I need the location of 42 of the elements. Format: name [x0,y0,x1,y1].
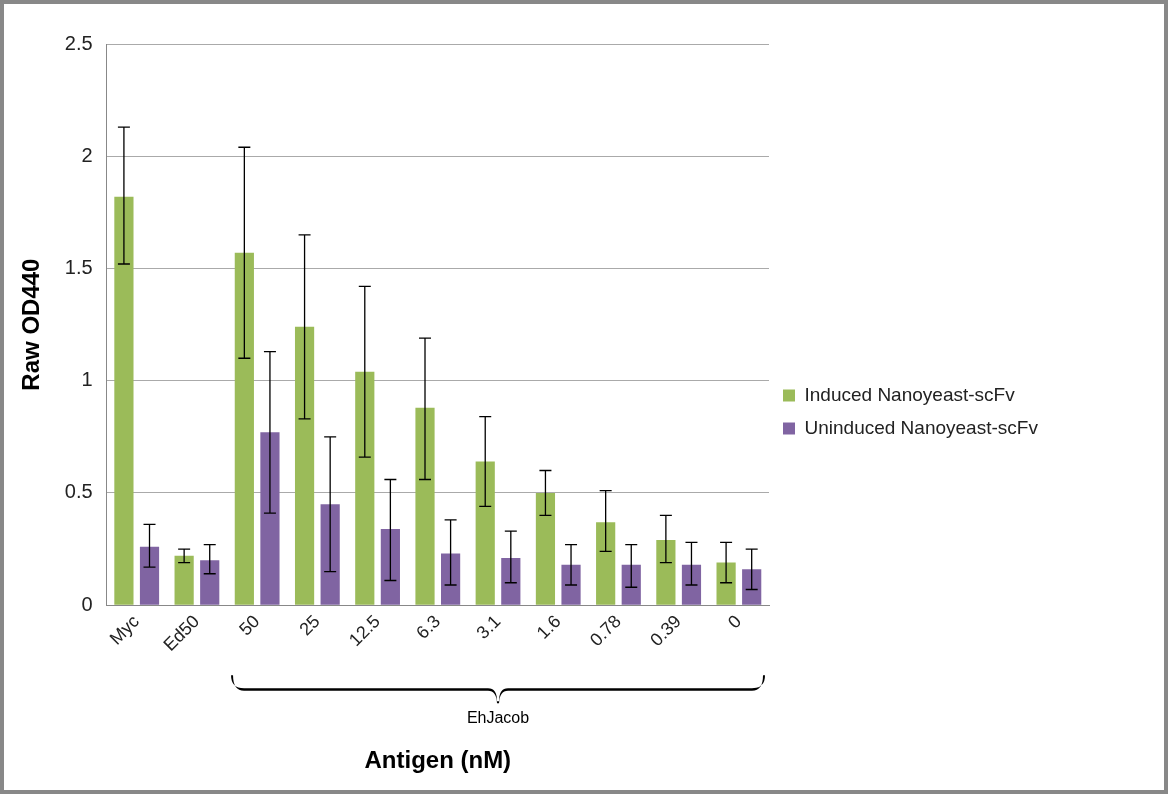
y-tick-label: 2.5 [64,31,93,54]
x-tick-label: 50 [235,611,264,640]
y-tick-label: 1 [81,368,93,391]
bar [475,461,495,605]
x-axis-title: Antigen (nM) [364,746,512,774]
legend-label: Uninduced Nanoyeast-scFv [804,416,1039,438]
bar [441,553,461,605]
bar [742,569,762,605]
x-tick-label: 0.78 [585,611,625,650]
y-tick-label: 0.5 [64,480,93,503]
bar [501,558,521,605]
bar [621,564,641,605]
y-tick-label: 1.5 [64,256,93,278]
bar [681,564,702,605]
x-tick-label: 0 [724,611,746,633]
x-tick-label: 1.6 [532,611,565,643]
bar [200,560,220,605]
y-tick-label: 0 [81,592,93,615]
x-tick-label: 3.1 [472,611,505,643]
bar [415,407,435,605]
bar [234,252,254,605]
bar [320,504,340,605]
x-tick-label: 25 [295,611,324,640]
bar [114,196,134,605]
bar [656,540,676,605]
bar [260,432,280,605]
bar [139,546,160,605]
legend-label: Induced Nanoyeast-scFv [804,383,1016,405]
x-tick-label: 6.3 [412,611,445,643]
bar [174,555,194,605]
x-tick-label: Myc [105,611,144,649]
bar [535,492,556,605]
bar [716,562,736,605]
bar [294,326,315,605]
y-tick-label: 2 [81,143,93,166]
x-tick-label: 0.39 [646,611,686,650]
y-axis-title: Raw OD440 [17,258,45,391]
bar [596,522,616,605]
bar [380,528,400,605]
text: EhJacob [466,709,530,728]
bar [355,371,375,605]
bar [561,564,581,605]
